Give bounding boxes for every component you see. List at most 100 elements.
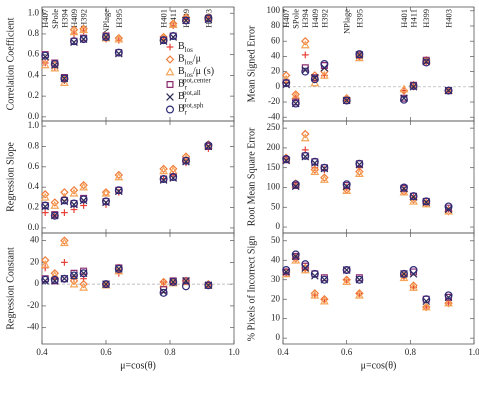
point: [409, 196, 418, 205]
y-axis-label: % Pixels of Incorrect Sign: [246, 236, 257, 342]
y-tick-label: 20: [271, 293, 281, 303]
legend-suffix: /μ (s): [193, 66, 214, 77]
point: [59, 78, 69, 86]
point: [114, 34, 124, 43]
point: [342, 266, 351, 274]
point: [422, 302, 431, 312]
y-tick-label: 0.0: [28, 111, 40, 121]
point: [310, 269, 319, 278]
legend-name: B: [178, 41, 185, 52]
point: [168, 19, 178, 28]
point: [69, 276, 79, 286]
point: [301, 151, 310, 160]
legend-marker: [165, 105, 175, 114]
point: [310, 289, 320, 298]
point: [79, 279, 88, 289]
x-tick-label: 0.6: [341, 347, 353, 357]
point: [181, 16, 191, 25]
x-axis-label: μ=cos(θ): [120, 360, 156, 371]
point: [421, 302, 431, 311]
panel: -40 -20 0 20 40 0.4 0.6 0.8 1.0 μ=cos(θ) Regressio…: [5, 232, 240, 371]
point: [354, 169, 364, 177]
point: [410, 268, 418, 276]
y-tick-label: 40: [271, 254, 281, 264]
panel-frame: [41, 232, 235, 345]
point: [301, 67, 310, 76]
legend-sub: los: [185, 58, 193, 66]
y-tick-label: 0.0: [28, 222, 40, 232]
y-tick-label: 40: [271, 50, 281, 60]
y-axis-label: Regression Slope: [5, 142, 16, 212]
point: [281, 71, 291, 80]
point: [422, 58, 431, 67]
point: [50, 211, 59, 220]
point: [60, 274, 69, 283]
point: [400, 94, 408, 103]
point: [169, 32, 178, 40]
point: [444, 293, 453, 302]
point: [181, 152, 191, 161]
legend-name: B: [178, 54, 185, 65]
point: [342, 275, 351, 284]
point: [282, 155, 291, 163]
region-label: H407: [281, 9, 291, 28]
point: [101, 280, 111, 289]
point: [342, 182, 351, 191]
point: [69, 279, 79, 288]
point: [409, 82, 418, 90]
region-label: H403: [443, 9, 453, 28]
point: [181, 277, 191, 286]
point: [282, 266, 291, 274]
y-tick-label: 0.6: [28, 49, 40, 59]
y-axis-label: Root Mean Square Error: [246, 127, 257, 226]
point: [70, 199, 78, 207]
region-label: H411: [408, 9, 418, 28]
point: [291, 252, 300, 261]
point: [69, 185, 79, 195]
region-label: H392: [319, 9, 329, 28]
point: [282, 79, 291, 87]
point: [114, 170, 124, 180]
point: [291, 180, 300, 189]
y-tick-label: 10: [271, 313, 281, 323]
point: [114, 264, 123, 273]
legend-label: Blos/μ (s): [178, 66, 214, 78]
point: [41, 51, 50, 60]
y-tick-label: 30: [271, 274, 281, 284]
y-tick-label: 150: [267, 162, 281, 172]
point: [310, 290, 320, 299]
legend-sub: los: [185, 46, 193, 54]
point: [69, 271, 79, 280]
legend-label: Brpot,sph: [178, 101, 204, 116]
region-label: H392: [79, 9, 89, 28]
point: [59, 238, 69, 247]
x-tick-label: 0.6: [100, 347, 112, 357]
point: [444, 205, 453, 214]
point: [79, 180, 88, 190]
point: [79, 35, 88, 44]
point: [310, 165, 320, 174]
point: [320, 173, 329, 182]
y-tick-label: 20: [271, 66, 281, 76]
y-axis-label: Regression Constant: [5, 247, 16, 330]
legend-sup: pot,all: [183, 89, 201, 97]
y-tick-label: 0: [276, 221, 281, 231]
point: [40, 259, 50, 268]
point: [301, 262, 309, 270]
panel: 0.0 0.2 0.4 0.6 0.8 1.0 Correlation Coefficien…: [5, 6, 235, 122]
point: [60, 75, 69, 84]
x-tick-label: 1.0: [468, 347, 479, 357]
point: [399, 269, 408, 278]
x-axis-label: μ=cos(θ): [361, 360, 397, 371]
point: [342, 277, 352, 286]
point: [320, 294, 329, 304]
point: [79, 25, 89, 34]
point: [60, 188, 69, 197]
point: [399, 183, 408, 192]
region-label: H401: [159, 9, 169, 28]
legend-sup: pot,center: [183, 76, 211, 84]
point: [399, 84, 409, 93]
y-tick-label: 0.4: [28, 69, 40, 79]
